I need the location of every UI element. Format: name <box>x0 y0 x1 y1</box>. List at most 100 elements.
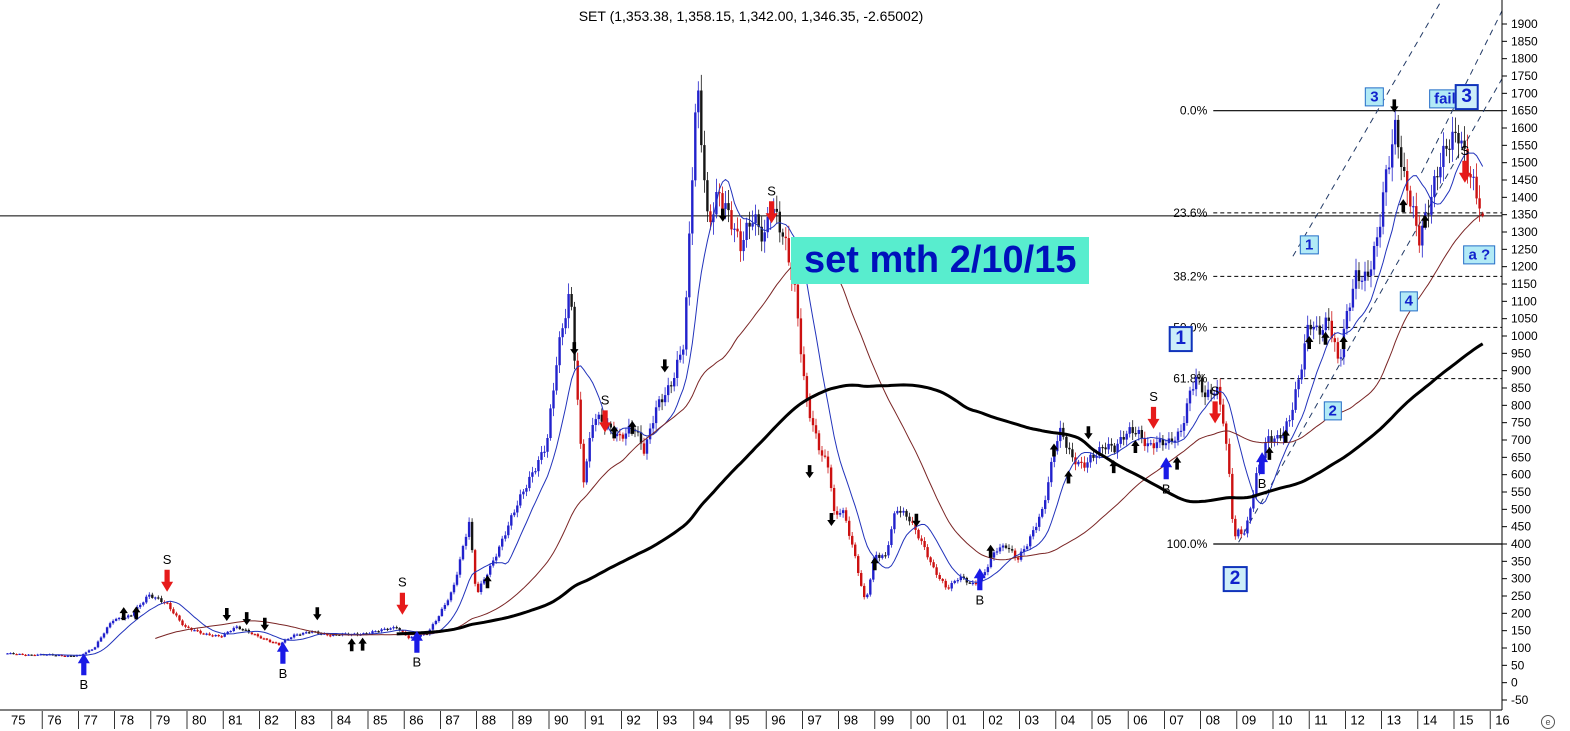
candle <box>817 433 821 451</box>
candle <box>54 655 57 657</box>
candle <box>157 597 160 599</box>
candle <box>1321 330 1324 335</box>
x-axis-label: 83 <box>301 713 315 728</box>
fib-level-label: 100.0% <box>1167 537 1208 551</box>
minor-down-arrow <box>660 359 669 373</box>
candle <box>1065 436 1068 448</box>
candle <box>594 419 597 425</box>
candle <box>685 297 688 350</box>
candle <box>721 193 724 209</box>
x-axis-label: 90 <box>554 713 568 728</box>
x-axis-label: 77 <box>83 713 97 728</box>
candle <box>1391 144 1394 168</box>
candle <box>229 631 232 633</box>
y-axis-label: 750 <box>1511 416 1531 430</box>
candle <box>12 653 15 655</box>
candle <box>24 654 27 656</box>
candle <box>437 616 441 621</box>
candle <box>911 521 914 523</box>
candle <box>1155 442 1159 449</box>
x-axis-label: 99 <box>880 713 894 728</box>
candle <box>1303 343 1306 370</box>
minor-up-arrow <box>347 638 356 652</box>
candle <box>1291 409 1294 421</box>
candle <box>621 434 625 439</box>
candle <box>1203 392 1207 398</box>
candle <box>941 579 944 581</box>
candle <box>552 390 555 409</box>
signal-arrow-shape <box>1147 406 1160 429</box>
candle <box>63 655 66 657</box>
candle <box>377 631 380 633</box>
candle <box>286 638 290 641</box>
buy-signal-arrow: B <box>1160 457 1173 496</box>
candle <box>60 654 63 657</box>
candle-wicks <box>13 74 1465 657</box>
candle <box>848 520 851 536</box>
candle <box>1210 389 1213 394</box>
candle <box>238 626 241 630</box>
sell-signal-arrow: S <box>1209 383 1222 424</box>
candle <box>1116 443 1119 453</box>
candle <box>501 538 504 547</box>
x-axis-label: 00 <box>916 713 930 728</box>
candle <box>691 180 694 234</box>
y-axis-label: 1050 <box>1511 312 1538 326</box>
x-axis-label: 09 <box>1242 713 1256 728</box>
candle <box>214 635 217 637</box>
candle <box>392 627 395 629</box>
candle <box>241 629 244 631</box>
buy-signal-arrow: B <box>276 641 289 681</box>
candle <box>1041 509 1044 517</box>
candle <box>546 438 549 452</box>
y-axis-label: 1350 <box>1511 208 1538 222</box>
minor-up-arrow <box>986 544 995 558</box>
candle <box>971 582 974 585</box>
candle <box>609 423 612 428</box>
candle <box>1285 421 1288 433</box>
candle <box>277 642 281 645</box>
minor-up-arrow <box>1265 446 1274 460</box>
candle <box>139 604 142 608</box>
x-axis-label: 05 <box>1097 713 1111 728</box>
candle <box>1131 427 1134 434</box>
y-axis-label: 1850 <box>1511 34 1538 48</box>
candle <box>187 626 190 628</box>
candle <box>452 584 456 593</box>
candle <box>1366 271 1370 276</box>
candle <box>730 210 733 230</box>
candle <box>1197 377 1201 379</box>
candle <box>1439 167 1442 178</box>
minor-down-arrow <box>260 617 269 631</box>
minor-up-arrow <box>1339 336 1348 349</box>
candle <box>648 428 652 440</box>
candle <box>974 582 978 585</box>
fib-level-label: 38.2% <box>1173 269 1207 283</box>
y-axis-label: 500 <box>1511 502 1531 516</box>
candle <box>513 512 516 516</box>
candle <box>443 605 447 609</box>
candle <box>724 203 727 209</box>
axes: 1900185018001750170016501600155015001450… <box>0 0 1538 729</box>
signal-arrow-shape <box>1458 160 1471 183</box>
candle <box>781 232 784 237</box>
candle <box>220 636 223 638</box>
sell-signal-arrow: S <box>599 392 612 433</box>
candle <box>1258 464 1261 474</box>
candle <box>829 467 833 488</box>
candle <box>591 425 594 438</box>
candle <box>784 236 787 239</box>
x-axis-label: 11 <box>1314 713 1328 728</box>
candle <box>250 632 254 635</box>
candle <box>262 638 266 640</box>
candle <box>854 544 857 557</box>
candle <box>401 630 404 632</box>
candle <box>670 385 673 387</box>
candle <box>893 513 896 530</box>
candle <box>410 636 413 639</box>
candle <box>914 522 917 530</box>
candle <box>863 585 866 598</box>
